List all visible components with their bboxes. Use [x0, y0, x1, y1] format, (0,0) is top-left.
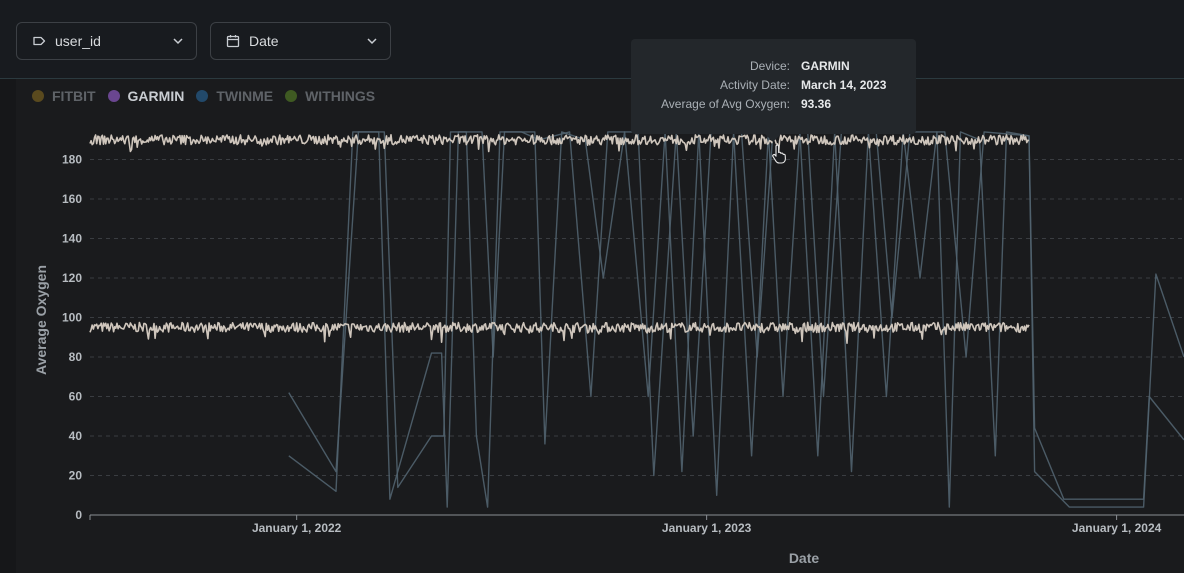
y-tick-label: 160 — [62, 192, 82, 206]
legend-label: FITBIT — [52, 88, 96, 104]
date-dropdown-label: Date — [249, 33, 279, 49]
user-id-dropdown-label: user_id — [55, 33, 101, 49]
hand-pointer-icon — [770, 144, 788, 164]
tooltip-key: Activity Date: — [719, 78, 790, 92]
chart-legend: FITBIT GARMIN TWINME WITHINGS — [32, 88, 387, 104]
tooltip-pointer — [765, 134, 781, 142]
y-tick-label: 60 — [69, 390, 83, 404]
legend-item-garmin[interactable]: GARMIN — [107, 88, 185, 104]
y-tick-label: 80 — [69, 350, 83, 364]
series-line-twinme-1 — [288, 131, 1184, 508]
tooltip-value: March 14, 2023 — [801, 78, 887, 92]
filter-bar: user_id Date — [0, 0, 1184, 79]
legend-label: TWINME — [216, 88, 274, 104]
chevron-down-icon — [172, 35, 184, 47]
legend-item-fitbit[interactable]: FITBIT — [32, 88, 96, 104]
chevron-down-icon — [366, 35, 378, 47]
y-tick-label: 0 — [75, 508, 82, 522]
date-dropdown[interactable]: Date — [210, 22, 391, 60]
legend-item-withings[interactable]: WITHINGS — [285, 88, 375, 104]
series-line-garmin-1 — [89, 134, 1030, 154]
series-line-twinme-2 — [288, 131, 1184, 508]
legend-item-twinme[interactable]: TWINME — [196, 88, 273, 104]
y-axis-title: Average Oxygen — [33, 265, 49, 375]
tooltip-value: 93.36 — [801, 97, 832, 111]
x-tick-label: January 1, 2022 — [252, 521, 342, 535]
y-tick-label: 40 — [69, 429, 83, 443]
tooltip-row-avg-oxygen: Average of Avg Oxygen: 93.36 — [631, 97, 916, 116]
tooltip-value: GARMIN — [801, 59, 850, 73]
tooltip-row-device: Device: GARMIN — [631, 59, 916, 78]
x-axis-title: Date — [789, 550, 820, 566]
tooltip-row-activity-date: Activity Date: March 14, 2023 — [631, 78, 916, 97]
y-tick-label: 120 — [62, 271, 82, 285]
legend-label: WITHINGS — [305, 88, 376, 104]
x-tick-label: January 1, 2023 — [662, 521, 752, 535]
tooltip-key: Device: — [749, 59, 790, 73]
series-line-garmin-0 — [89, 321, 1030, 345]
y-tick-label: 140 — [62, 232, 82, 246]
legend-swatch — [32, 90, 44, 102]
legend-label: GARMIN — [127, 88, 185, 104]
tag-icon — [31, 33, 47, 49]
legend-swatch — [285, 90, 298, 102]
legend-swatch — [196, 90, 209, 102]
x-tick-label: January 1, 2024 — [1072, 521, 1162, 535]
y-tick-label: 100 — [62, 311, 82, 325]
calendar-icon — [225, 33, 241, 49]
tooltip-key: Average of Avg Oxygen: — [661, 97, 790, 111]
legend-swatch — [107, 90, 120, 102]
y-tick-label: 20 — [69, 469, 83, 483]
y-tick-label: 180 — [62, 153, 82, 167]
chart-tooltip: Device: GARMIN Activity Date: March 14, … — [631, 39, 916, 142]
user-id-dropdown[interactable]: user_id — [16, 22, 197, 60]
